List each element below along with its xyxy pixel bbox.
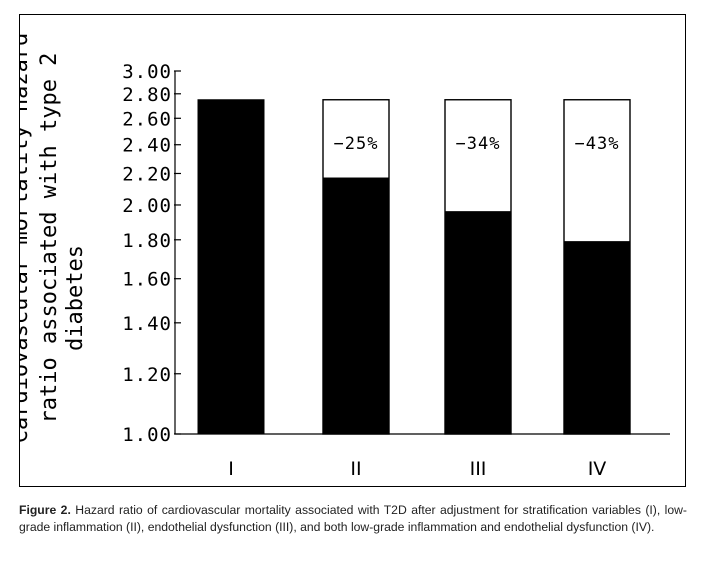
y-tick-label: 1.40 (122, 313, 172, 335)
y-tick-label: 3.00 (122, 61, 172, 83)
figure-caption: Figure 2. Hazard ratio of cardiovascular… (19, 502, 687, 536)
x-tick-label: II (350, 458, 361, 480)
x-tick-label: IV (588, 458, 607, 480)
reduction-label: −43% (575, 134, 620, 154)
bar (563, 241, 631, 435)
y-tick-label: 1.60 (122, 269, 172, 291)
y-axis-title-line: ratio associated with type 2 (37, 53, 62, 424)
y-axis-title-group: Cardiovascular mortality hazard ratio ass… (20, 33, 88, 444)
y-tick-label: 2.60 (122, 108, 172, 130)
x-tick-label: I (228, 458, 234, 480)
chart-frame: Cardiovascular mortality hazard ratio ass… (19, 14, 686, 487)
bar (197, 99, 265, 435)
y-tick-label: 2.20 (122, 163, 172, 185)
reduction-label: −34% (456, 134, 501, 154)
caption-text: Hazard ratio of cardiovascular mortality… (19, 503, 687, 534)
bar (322, 177, 390, 435)
y-tick-label: 2.40 (122, 135, 172, 157)
bar-chart: Cardiovascular mortality hazard ratio ass… (20, 33, 670, 480)
y-axis-title-line: diabetes (63, 245, 88, 351)
y-axis-title: Cardiovascular mortality hazard ratio ass… (20, 33, 88, 444)
bar (444, 211, 512, 435)
caption-label: Figure 2. (19, 503, 71, 517)
x-tick-label: III (470, 458, 487, 480)
y-tick-label: 1.80 (122, 230, 172, 252)
plot-area: 1.00 1.20 1.40 1.60 1.80 2.00 2.20 2.40 2.602.80… (122, 61, 670, 480)
y-tick-label: 1.20 (122, 364, 172, 386)
y-tick-label: 2.00 (122, 195, 172, 217)
y-tick-label: 1.00 (122, 424, 172, 446)
reduction-label: −25% (334, 134, 379, 154)
y-tick-label: 2.80 (122, 84, 172, 106)
y-axis-title-line: Cardiovascular mortality hazard (20, 33, 33, 444)
